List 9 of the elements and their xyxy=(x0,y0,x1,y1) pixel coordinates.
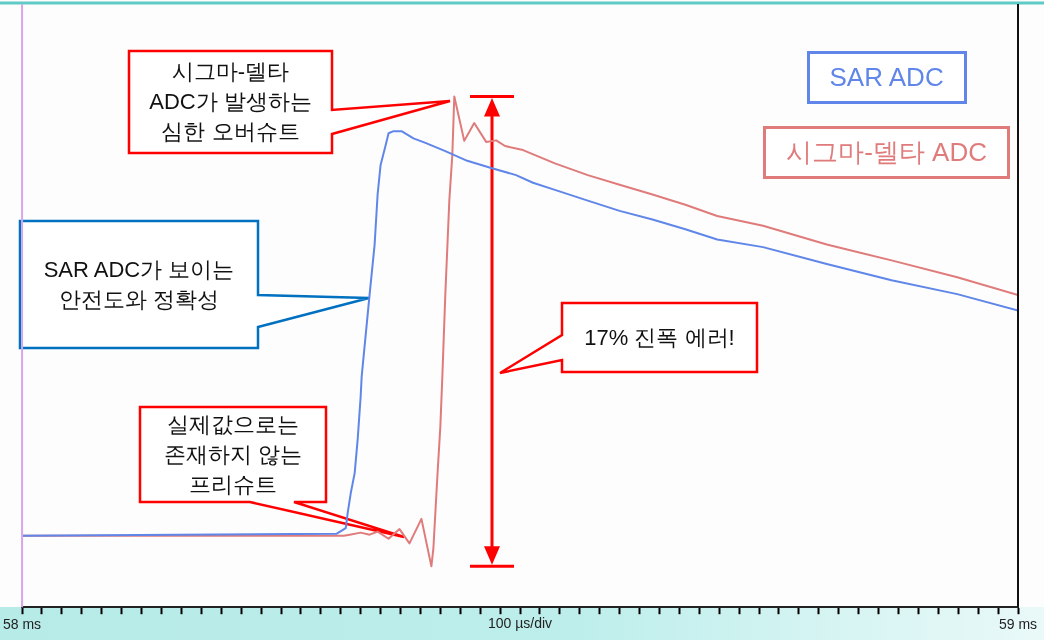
x-tick-label: 59 ms xyxy=(998,616,1038,633)
annotation: SAR ADC가 보이는 안전도와 정확성 xyxy=(43,255,235,314)
annotation: 시그마-델타 ADC가 발생하는 심한 오버슈트 xyxy=(149,58,312,146)
x-axis-title: 100 µs/div xyxy=(487,615,553,632)
annotation: 17% 진폭 에러! xyxy=(584,323,735,352)
text: 시그마-델타 ADC xyxy=(763,126,1010,179)
annotation: 실제값으로는 존재하지 않는 프리슈트 xyxy=(163,410,303,499)
x-tick-label: 58 ms xyxy=(3,616,42,633)
text: SAR ADC xyxy=(806,51,967,104)
